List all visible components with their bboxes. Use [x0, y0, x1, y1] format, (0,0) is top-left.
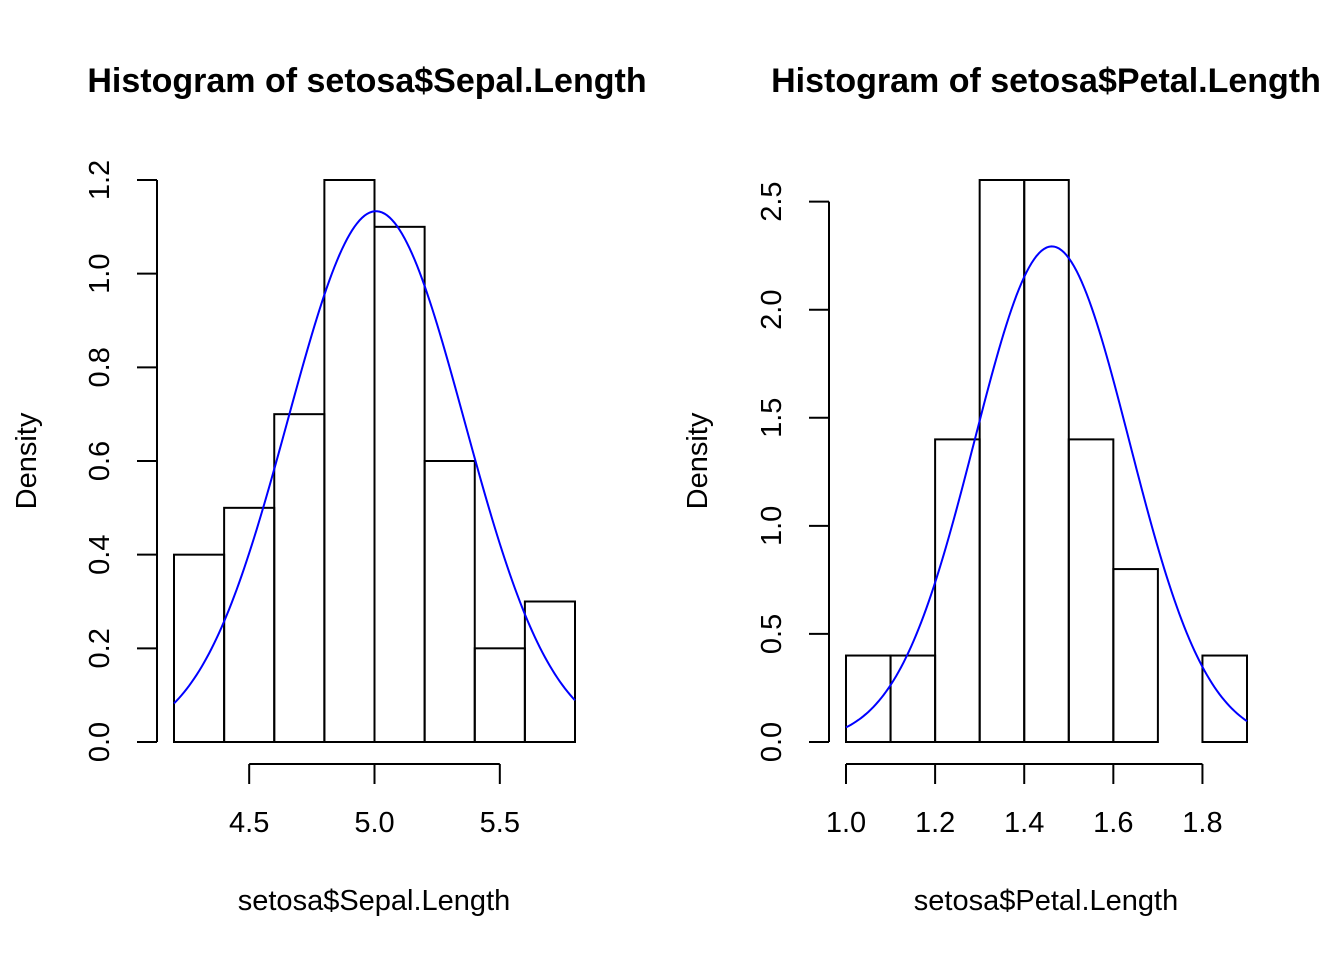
- petal-length-y-tick-label: 0.0: [756, 722, 788, 762]
- petal-length-density-curve: [845, 245, 1248, 729]
- sepal-length-y-tick-label: 0.0: [84, 722, 116, 762]
- petal-length-y-axis-label: Density: [682, 412, 714, 509]
- sepal-length-y-tick-label: 0.2: [84, 628, 116, 668]
- petal-length-bar: [1112, 568, 1159, 743]
- sepal-length-bar: [523, 600, 576, 743]
- petal-length-bars: [845, 179, 1249, 743]
- sepal-length-bars: [173, 179, 576, 744]
- sepal-length-x-tick-label: 5.0: [354, 807, 394, 839]
- petal-length-x-tick-label: 1.2: [915, 807, 955, 839]
- sepal-length-y-tick-label: 0.6: [84, 441, 116, 481]
- sepal-length-x-tick-label: 5.5: [480, 807, 520, 839]
- petal-length-x-axis: 1.0 1.2 1.4 1.6 1.8: [826, 763, 1223, 839]
- petal-length-x-tick-label: 1.0: [826, 807, 866, 839]
- sepal-length-y-tick-label: 0.8: [84, 347, 116, 387]
- sepal-length-bar: [373, 225, 426, 744]
- sepal-length-y-axis: 0.0 0.2 0.4 0.6 0.8 1.0 1.2: [84, 160, 158, 762]
- petal-length-bar: [845, 654, 892, 743]
- sepal-length-y-tick-label: 0.4: [84, 535, 116, 575]
- petal-length-bar: [889, 654, 937, 743]
- petal-length-x-axis-label: setosa$Petal.Length: [914, 885, 1178, 917]
- petal-length-y-tick-label: 2.0: [756, 290, 788, 330]
- petal-length-histogram-title: Histogram of setosa$Petal.Length: [771, 62, 1321, 100]
- sepal-length-density-curve: [173, 210, 576, 705]
- petal-length-x-tick-label: 1.8: [1182, 807, 1222, 839]
- sepal-length-bar: [423, 460, 476, 743]
- petal-length-y-tick-label: 2.5: [756, 181, 788, 221]
- sepal-length-bar: [323, 179, 376, 743]
- petal-length-bar: [1067, 438, 1115, 743]
- sepal-length-bar: [223, 506, 276, 744]
- sepal-length-y-tick-label: 1.0: [84, 254, 116, 294]
- petal-length-bar: [1201, 654, 1249, 743]
- petal-length-histogram-panel: Histogram of setosa$Petal.Length setosa$…: [682, 62, 1321, 917]
- sepal-length-y-tick-label: 1.2: [84, 160, 116, 200]
- petal-length-y-tick-label: 1.5: [756, 398, 788, 438]
- sepal-length-y-axis-label: Density: [11, 412, 43, 509]
- petal-length-x-tick-label: 1.4: [1004, 807, 1044, 839]
- sepal-length-x-axis-label: setosa$Sepal.Length: [238, 885, 511, 917]
- petal-length-bar: [978, 179, 1026, 743]
- sepal-length-x-axis: 4.5 5.0 5.5: [229, 763, 520, 839]
- petal-length-y-tick-label: 1.0: [756, 506, 788, 546]
- sepal-length-bar: [173, 553, 226, 744]
- sepal-length-histogram-title: Histogram of setosa$Sepal.Length: [87, 62, 646, 100]
- petal-length-x-tick-label: 1.6: [1093, 807, 1133, 839]
- petal-length-y-axis: 0.0 0.5 1.0 1.5 2.0 2.5: [756, 181, 830, 762]
- sepal-length-histogram-panel: Histogram of setosa$Sepal.Length setosa$…: [11, 62, 647, 917]
- petal-length-y-tick-label: 0.5: [756, 614, 788, 654]
- sepal-length-x-tick-label: 4.5: [229, 807, 269, 839]
- petal-length-bar: [934, 438, 981, 743]
- sepal-length-bar: [473, 647, 526, 743]
- sepal-length-bar: [273, 413, 326, 743]
